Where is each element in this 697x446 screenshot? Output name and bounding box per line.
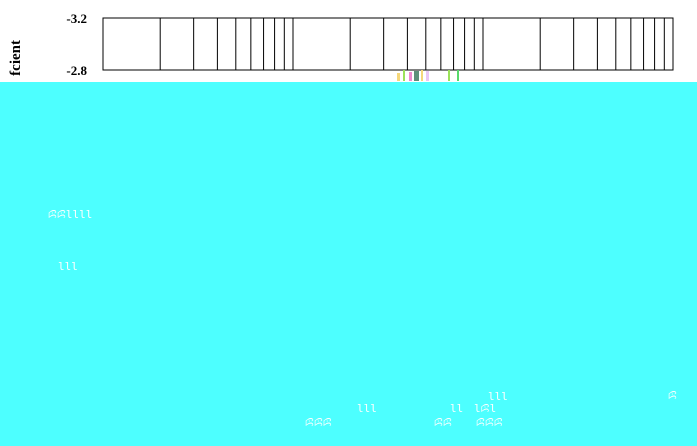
artifact-mark	[409, 72, 412, 81]
artifact-mark	[426, 71, 429, 81]
grid-lines	[159, 18, 665, 70]
colored-artifact-marks	[397, 70, 459, 81]
y-axis-ticks: -3.2 -2.8	[66, 11, 108, 78]
y-tick-label: -2.8	[66, 63, 87, 78]
glyph-mark: ꕸꕸꕸ	[305, 416, 332, 429]
artifact-mark	[403, 70, 405, 81]
y-axis-label: fcient	[8, 40, 24, 76]
cyan-overlay	[0, 82, 697, 446]
artifact-mark	[421, 70, 423, 81]
glyph-mark: lll	[488, 390, 508, 403]
artifact-mark	[448, 70, 450, 81]
glyph-mark: lll	[357, 402, 377, 415]
artifact-mark	[397, 73, 400, 81]
glyph-mark: ꕸꕸ	[434, 416, 452, 429]
glyph-mark: lꕸl	[474, 402, 496, 415]
artifact-mark	[457, 70, 459, 81]
glyph-mark: ꕸꕸllll	[48, 208, 92, 221]
y-tick-label: -3.2	[66, 11, 87, 26]
artifact-mark	[414, 71, 419, 81]
glyph-mark: ll	[450, 402, 463, 415]
glyph-mark: ꕸ	[668, 389, 677, 402]
plot-frame	[102, 17, 674, 71]
glyph-mark: lll	[58, 260, 78, 273]
glyph-mark: ꕸꕸꕸ	[476, 416, 503, 429]
